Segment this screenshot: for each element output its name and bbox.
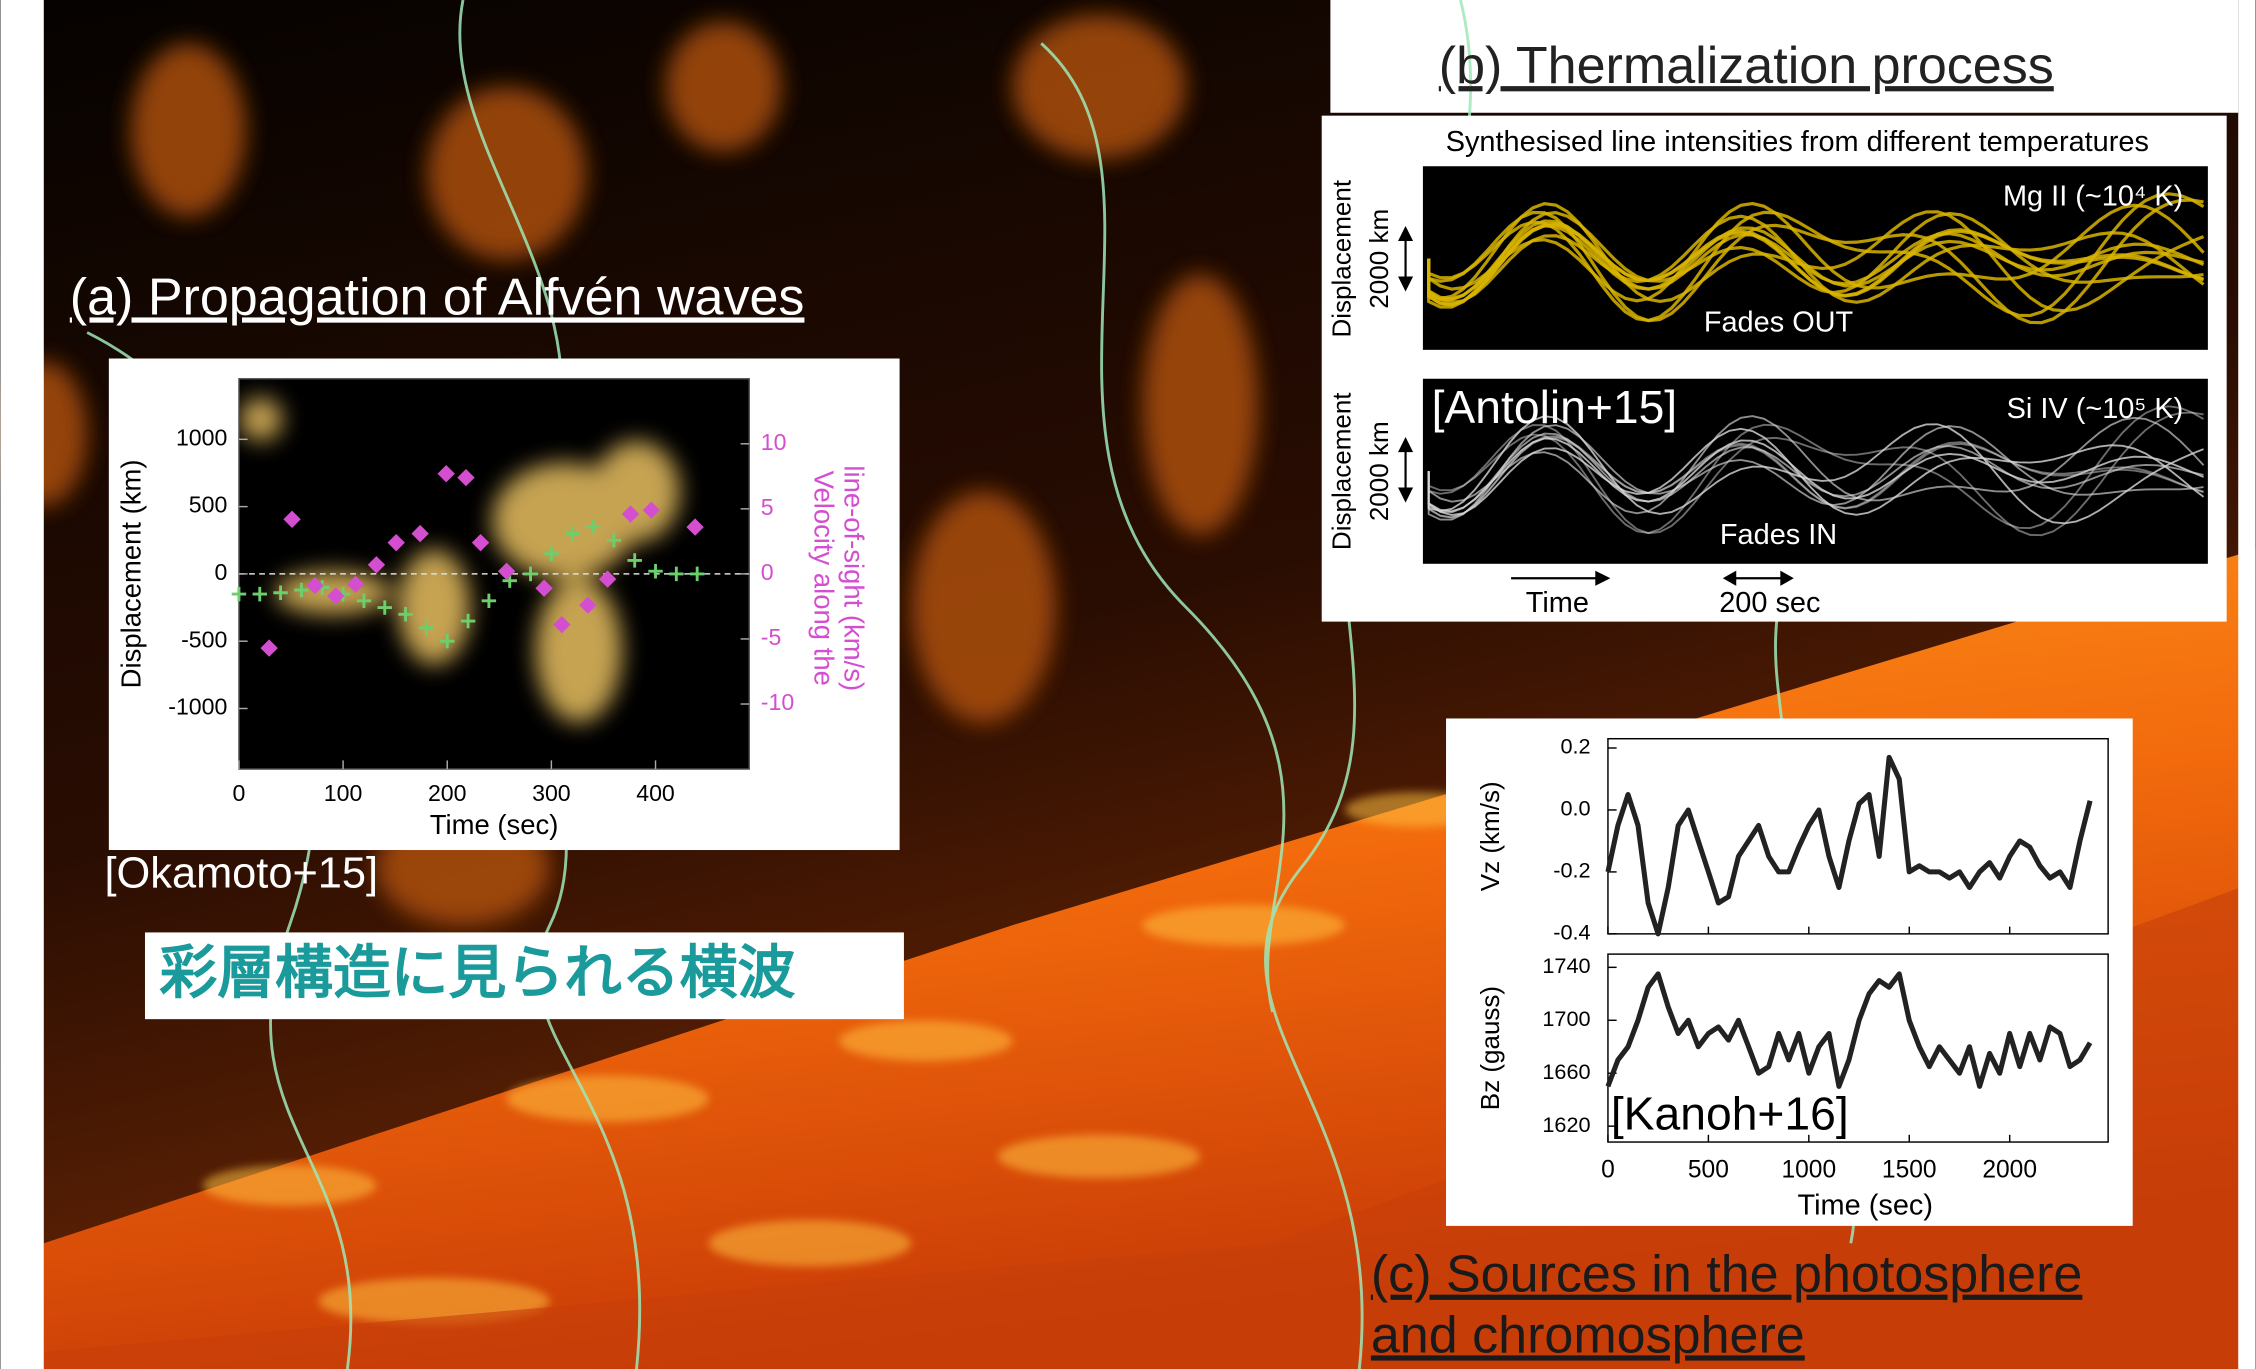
x-tick-label: 0 xyxy=(1601,1156,1615,1183)
fade-note: Fades OUT xyxy=(1704,306,1853,338)
y-tick-label: 1000 xyxy=(176,424,227,450)
x-tick-label: 2000 xyxy=(1982,1156,2037,1183)
y2-tick-label: 0 xyxy=(761,559,774,585)
panel-title: (c) Sources in the photosphere xyxy=(1371,1246,2083,1304)
x-tick-label: 0 xyxy=(233,780,246,806)
y-tick-label: 0.2 xyxy=(1560,734,1590,759)
y-tick-label: -1000 xyxy=(168,694,227,720)
x-tick-label: 1500 xyxy=(1882,1156,1937,1183)
x-tick-label: 100 xyxy=(324,780,363,806)
x-tick-label: 1000 xyxy=(1781,1156,1836,1183)
y-tick-label: 1740 xyxy=(1542,953,1590,978)
line-label: Si IV (~10⁵ K) xyxy=(2007,393,2184,425)
y2-tick-label: 5 xyxy=(761,494,774,520)
scale-label: 2000 km xyxy=(1364,209,1394,309)
y-tick-label: 0.0 xyxy=(1560,796,1590,821)
y-tick-label: 1620 xyxy=(1542,1112,1590,1137)
fade-note: Fades IN xyxy=(1720,519,1837,551)
y-tick-label: 0 xyxy=(215,559,228,585)
citation: [Okamoto+15] xyxy=(105,849,379,897)
y-tick-label: -0.4 xyxy=(1553,920,1590,945)
y-tick-label: 1660 xyxy=(1542,1059,1590,1084)
y2-axis-label: Velocity along the xyxy=(808,471,839,686)
y2-tick-label: -10 xyxy=(761,689,794,715)
y-axis-label: Displacement xyxy=(1326,179,1356,337)
y-axis-label: Bz (gauss) xyxy=(1475,986,1505,1110)
x-axis-label: Time (sec) xyxy=(430,809,559,840)
y-tick-label: -0.2 xyxy=(1553,858,1590,883)
panel-title: and chromosphere xyxy=(1371,1306,1805,1364)
x-axis-label: Time xyxy=(1526,587,1589,619)
y2-tick-label: -5 xyxy=(761,624,782,650)
scale-label: 2000 km xyxy=(1364,421,1394,521)
annotation: 彩層構造に見られる横波 xyxy=(159,942,795,1006)
x-tick-label: 300 xyxy=(532,780,571,806)
y2-axis-label: line-of-sight (km/s) xyxy=(839,465,870,691)
panel-title: (a) Propagation of Alfvén waves xyxy=(70,268,805,326)
line-label: Mg II (~10⁴ K) xyxy=(2003,181,2183,213)
y-tick-label: 1700 xyxy=(1542,1006,1590,1031)
page: (a) Propagation of Alfvén waves010020030… xyxy=(0,0,2256,1369)
citation: [Kanoh+16] xyxy=(1611,1088,1849,1140)
citation: [Antolin+15] xyxy=(1432,381,1678,433)
time-scale: 200 sec xyxy=(1719,587,1820,619)
panel-subtitle: Synthesised line intensities from differ… xyxy=(1446,126,2149,158)
y-axis-label: Vz (km/s) xyxy=(1475,781,1505,891)
y-axis-label: Displacement (km) xyxy=(116,459,147,688)
y-tick-label: -500 xyxy=(181,626,227,652)
x-axis-label: Time (sec) xyxy=(1798,1190,1933,1222)
y2-tick-label: 10 xyxy=(761,429,787,455)
x-tick-label: 500 xyxy=(1688,1156,1729,1183)
x-tick-label: 200 xyxy=(428,780,467,806)
y-tick-label: 500 xyxy=(189,492,228,518)
slide: (a) Propagation of Alfvén waves010020030… xyxy=(0,0,2256,1369)
y-axis-label: Displacement xyxy=(1326,392,1356,550)
panel-title: (b) Thermalization process xyxy=(1439,37,2054,95)
x-tick-label: 400 xyxy=(636,780,675,806)
